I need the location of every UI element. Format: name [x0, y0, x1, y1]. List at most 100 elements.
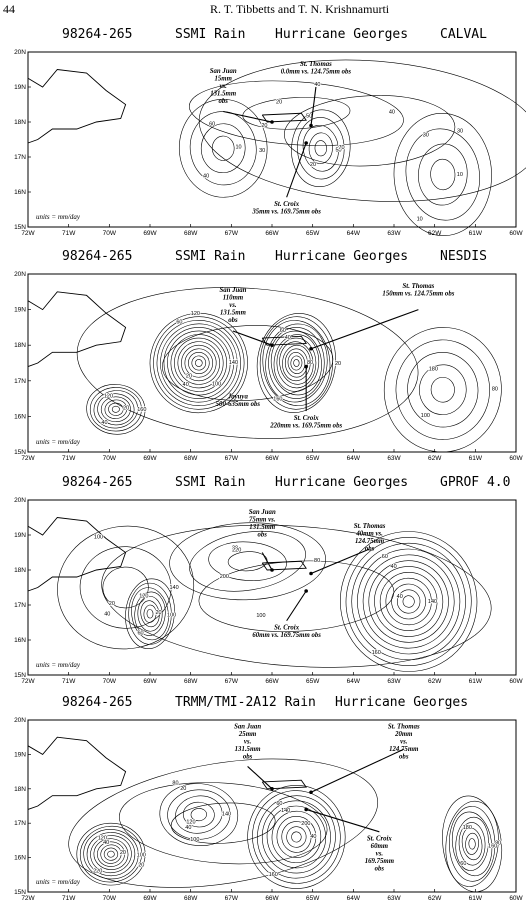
contour-line — [345, 537, 472, 666]
y-tick-label: 17N — [14, 154, 26, 161]
contour-line — [68, 758, 379, 888]
contour-value-label: 20 — [138, 862, 144, 868]
pointer-arrow — [232, 330, 273, 346]
contour-line — [161, 325, 334, 401]
x-tick-label: 65W — [306, 895, 320, 902]
contour-line — [181, 344, 217, 382]
st-croix-annotation-text: St. Croix — [274, 625, 300, 632]
contour-line — [146, 609, 154, 619]
san-juan-annotation-text: 110mm — [223, 294, 243, 301]
contour-line — [451, 811, 493, 877]
x-tick-label: 72W — [21, 678, 35, 685]
contour-value-label: 20 — [232, 545, 238, 551]
contour-line — [262, 320, 331, 406]
pointer-arrow — [286, 590, 307, 622]
y-tick-label: 18N — [14, 119, 26, 126]
contour-value-label: 40 — [185, 825, 191, 831]
contour-line — [191, 355, 207, 371]
arrow-head — [304, 807, 308, 812]
contour-labels: 2040608010012014016018020406080100120160… — [101, 310, 499, 426]
contour-line — [177, 341, 221, 385]
san-juan-annotation-text: San Juan — [210, 68, 237, 75]
contour-line — [174, 337, 224, 389]
contour-line — [379, 572, 438, 631]
y-tick-label: 16N — [14, 855, 26, 862]
contour-line — [261, 800, 331, 874]
contour-value-label: 80 — [495, 841, 501, 847]
y-tick-label: 16N — [14, 637, 26, 644]
units-label: units = mm/day — [36, 878, 81, 886]
y-tick-label: 18N — [14, 786, 26, 793]
title-storm: Hurricane Georges — [275, 249, 408, 264]
jayuya-annotation-text: Jayuya — [227, 394, 249, 401]
contour-line — [281, 821, 312, 853]
contour-line — [449, 806, 496, 882]
panel-title: 98264-265 SSMI Rain Hurricane Georges GPROF… — [62, 475, 510, 490]
st-croix-annotation-text: 220mm vs. 169.75mm obs — [269, 422, 342, 429]
contour-line — [182, 801, 215, 828]
contour-value-label: 20 — [123, 405, 129, 411]
contour-line — [111, 405, 120, 413]
y-tick-label: 19N — [14, 532, 26, 539]
contour-value-label: 60 — [280, 328, 286, 334]
st-thomas-annotation-text: 124.75mm — [355, 538, 384, 545]
contour-value-label: 30 — [457, 129, 463, 135]
contour-line — [103, 847, 119, 861]
x-tick-label: 69W — [143, 455, 157, 462]
san-juan-annotation-text: vs. — [244, 739, 252, 746]
contour-line — [405, 128, 480, 221]
arrow-head — [309, 790, 313, 795]
contour-value-label: 30 — [423, 133, 429, 139]
contour-value-label: 160 — [269, 872, 278, 878]
contour-value-label: 80 — [172, 781, 178, 787]
contour-line — [351, 542, 466, 661]
st-thomas-annotation-text: St. Thomas — [354, 523, 386, 530]
x-tick-label: 67W — [225, 455, 239, 462]
contour-line — [160, 323, 238, 403]
contour-line — [93, 838, 129, 870]
contour-value-label: 100 — [421, 413, 430, 419]
jayuya-annotation-text: 500-635mm obs — [216, 401, 261, 408]
st-thomas-annotation-text: 150mm vs. 124.75mm obs — [382, 291, 454, 298]
contour-value-label: 220 — [232, 547, 241, 553]
contour-line — [402, 595, 415, 608]
contour-line — [104, 399, 128, 419]
contour-value-label: 40 — [391, 564, 397, 570]
st-thomas-annotation-text: vs. — [400, 739, 408, 746]
hispaniola-coastline — [27, 69, 127, 144]
arrow-head — [270, 568, 274, 572]
title-algorithm: CALVAL — [440, 27, 487, 42]
contour-value-label: 100 — [190, 837, 199, 843]
contour-map: 98264-265 SSMI Rain Hurricane Georges NESDI… — [14, 249, 523, 462]
puerto-rico-coastline — [261, 112, 307, 123]
san-juan-annotation-text: 131.5mm — [210, 91, 236, 98]
hispaniola-coastline — [27, 517, 127, 592]
st-croix-annotation-text: St. Croix — [274, 201, 300, 208]
y-tick-label: 15N — [14, 672, 26, 679]
title-product: SSMI Rain — [175, 475, 245, 490]
arrow-head — [309, 123, 313, 128]
contour-value-label: 40 — [101, 420, 107, 426]
y-tick-label: 18N — [14, 567, 26, 574]
contour-line — [282, 344, 311, 382]
contour-line — [271, 810, 322, 864]
panel-title: 98264-265 SSMI Rain Hurricane Georges CALVA… — [62, 27, 487, 42]
x-tick-label: 67W — [225, 230, 239, 237]
contour-line — [83, 829, 139, 880]
contour-value-label: 20 — [335, 361, 341, 367]
y-tick-label: 20N — [14, 271, 26, 278]
contour-value-label: 10 — [457, 172, 463, 178]
san-juan-annotation-text: obs — [228, 317, 238, 324]
st-croix-annotation-text: 60mm vs. 169.75mm obs — [252, 632, 321, 639]
contour-line — [227, 551, 268, 572]
st-croix-annotation-text: St. Croix — [367, 835, 393, 842]
y-tick-label: 19N — [14, 751, 26, 758]
contour-value-label: 60 — [460, 861, 466, 867]
map-frame — [27, 51, 517, 228]
arrow-head — [270, 343, 274, 347]
title-date: 98264-265 — [62, 27, 132, 42]
contour-line — [340, 531, 478, 672]
panel-title: 98264-265 SSMI Rain Hurricane Georges NESDI… — [62, 249, 487, 264]
